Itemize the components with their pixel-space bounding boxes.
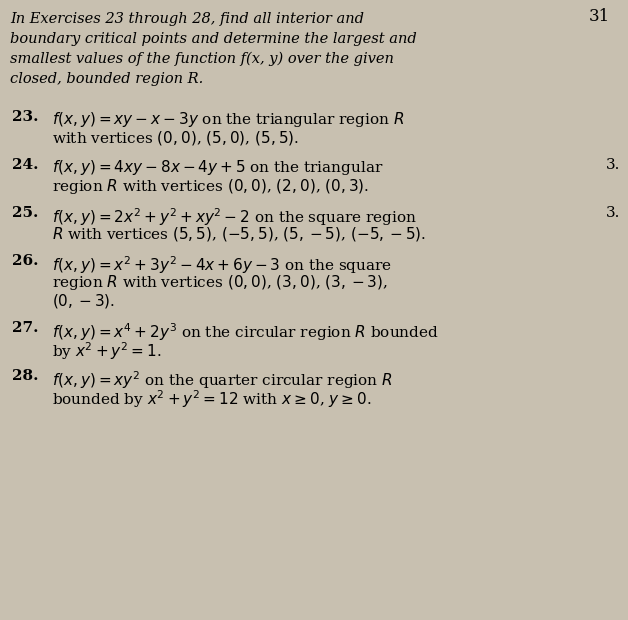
- Text: 31: 31: [589, 8, 610, 25]
- Text: $f(x, y) = xy - x - 3y$ on the triangular region $R$: $f(x, y) = xy - x - 3y$ on the triangula…: [52, 110, 404, 129]
- Text: 27.: 27.: [12, 321, 38, 335]
- Text: $f(x, y) = x^4 + 2y^3$ on the circular region $R$ bounded: $f(x, y) = x^4 + 2y^3$ on the circular r…: [52, 321, 439, 343]
- Text: boundary critical points and determine the largest and: boundary critical points and determine t…: [10, 32, 417, 46]
- Text: bounded by $x^2 + y^2 = 12$ with $x \geq 0$, $y \geq 0$.: bounded by $x^2 + y^2 = 12$ with $x \geq…: [52, 388, 372, 410]
- Text: smallest values of the function f(x, y) over the given: smallest values of the function f(x, y) …: [10, 52, 394, 66]
- Text: region $R$ with vertices $(0, 0)$, $(2, 0)$, $(0, 3)$.: region $R$ with vertices $(0, 0)$, $(2, …: [52, 177, 369, 196]
- Text: region $R$ with vertices $(0, 0)$, $(3, 0)$, $(3, -3)$,: region $R$ with vertices $(0, 0)$, $(3, …: [52, 273, 388, 292]
- Text: closed, bounded region R.: closed, bounded region R.: [10, 72, 203, 86]
- Text: 28.: 28.: [12, 369, 38, 383]
- Text: 26.: 26.: [12, 254, 38, 268]
- Text: by $x^2 + y^2 = 1$.: by $x^2 + y^2 = 1$.: [52, 340, 162, 361]
- Text: with vertices $(0, 0)$, $(5, 0)$, $(5, 5)$.: with vertices $(0, 0)$, $(5, 0)$, $(5, 5…: [52, 129, 299, 147]
- Text: 25.: 25.: [12, 206, 38, 220]
- Text: 3.: 3.: [605, 206, 620, 220]
- Text: $f(x, y) = x^2 + 3y^2 - 4x + 6y - 3$ on the square: $f(x, y) = x^2 + 3y^2 - 4x + 6y - 3$ on …: [52, 254, 392, 276]
- Text: $f(x, y) = 4xy - 8x - 4y + 5$ on the triangular: $f(x, y) = 4xy - 8x - 4y + 5$ on the tri…: [52, 158, 384, 177]
- Text: $(0, -3)$.: $(0, -3)$.: [52, 292, 115, 310]
- Text: In Exercises 23 through 28, find all interior and: In Exercises 23 through 28, find all int…: [10, 12, 364, 26]
- Text: $R$ with vertices $(5, 5)$, $(-5, 5)$, $(5, -5)$, $(-5, -5)$.: $R$ with vertices $(5, 5)$, $(-5, 5)$, $…: [52, 225, 426, 243]
- Text: $f(x, y) = xy^2$ on the quarter circular region $R$: $f(x, y) = xy^2$ on the quarter circular…: [52, 369, 393, 391]
- Text: 3.: 3.: [605, 158, 620, 172]
- Text: 24.: 24.: [12, 158, 38, 172]
- Text: $f(x, y) = 2x^2 + y^2 + xy^2 - 2$ on the square region: $f(x, y) = 2x^2 + y^2 + xy^2 - 2$ on the…: [52, 206, 417, 228]
- Text: 23.: 23.: [12, 110, 38, 124]
